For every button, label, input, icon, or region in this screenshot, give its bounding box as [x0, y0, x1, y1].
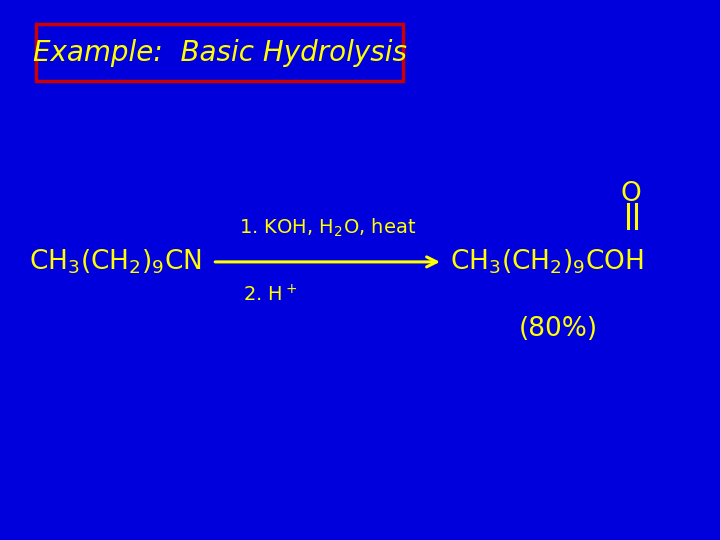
Text: O: O	[621, 181, 641, 207]
Text: 2. H$^+$: 2. H$^+$	[243, 284, 297, 305]
Text: Example:  Basic Hydrolysis: Example: Basic Hydrolysis	[32, 39, 407, 66]
Text: (80%): (80%)	[518, 316, 598, 342]
Text: 1. KOH, H$_2$O, heat: 1. KOH, H$_2$O, heat	[239, 217, 416, 239]
Text: CH$_3$(CH$_2$)$_9$CN: CH$_3$(CH$_2$)$_9$CN	[29, 248, 202, 276]
FancyBboxPatch shape	[36, 24, 403, 81]
Text: CH$_3$(CH$_2$)$_9$COH: CH$_3$(CH$_2$)$_9$COH	[450, 248, 644, 276]
